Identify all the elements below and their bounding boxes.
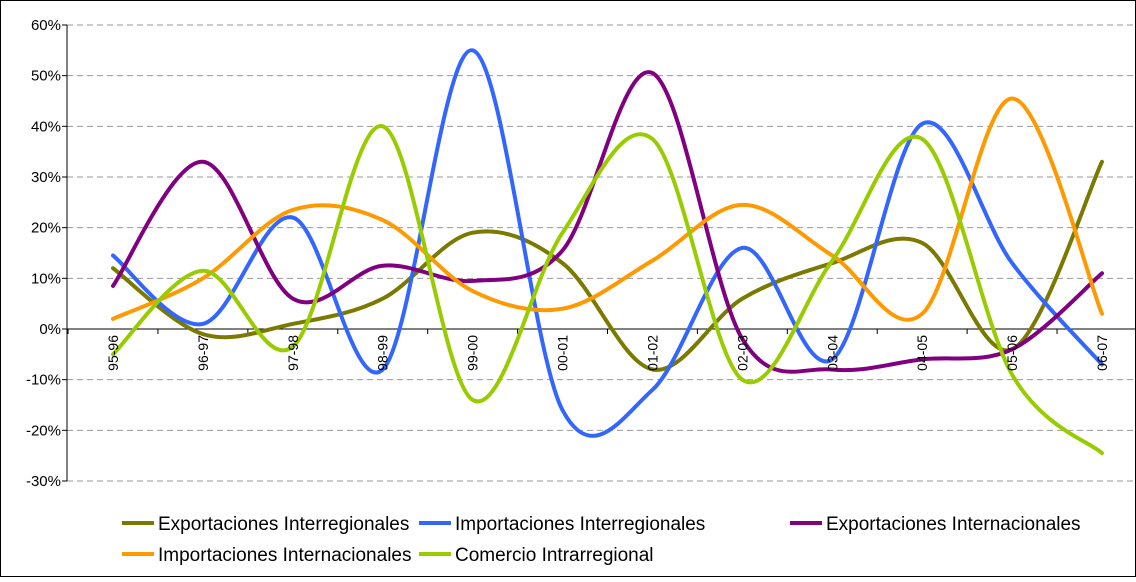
series-line-1: [111, 159, 1104, 372]
y-tick-label: 20%: [31, 220, 61, 237]
series-line-4: [111, 96, 1104, 322]
x-tick-label: 97-98: [285, 335, 301, 371]
series-lines: [111, 48, 1104, 456]
x-tick-label: 05-06: [1004, 335, 1020, 371]
legend-label: Exportaciones Internacionales: [826, 514, 1081, 535]
y-tick-label: 0%: [39, 321, 61, 338]
y-tick-label: 60%: [31, 17, 61, 34]
series-line-3: [111, 70, 1104, 374]
legend-label: Importaciones Interregionales: [455, 514, 705, 535]
gridlines: [67, 24, 1136, 482]
x-tick-label: 96-97: [195, 335, 211, 371]
y-tick-label: -30%: [26, 473, 61, 490]
x-tick-label: 06-07: [1094, 335, 1110, 371]
y-tick-label: 10%: [31, 270, 61, 287]
x-tick-label: 01-02: [644, 335, 660, 371]
legend-label: Comercio Intrarregional: [455, 545, 654, 566]
x-tick-label: 98-99: [375, 335, 391, 371]
x-tick-label: 03-04: [824, 335, 840, 371]
x-tick-label: 00-01: [555, 335, 571, 371]
x-tick-label: 02-03: [734, 335, 750, 371]
x-tick-labels: 95-96 96-97 97-98 98-99 99-00 00-01 01-02 02-03…: [105, 335, 1110, 371]
x-tick-label: 95-96: [105, 335, 121, 371]
axes: 60% 50% 40% 30% 20% 10% 0% -10% -20% -30%: [26, 17, 1136, 490]
y-tick-label: 30%: [31, 169, 61, 186]
y-tick-label: -10%: [26, 372, 61, 389]
legend-label: Importaciones Internacionales: [158, 545, 411, 566]
series-line-5: [111, 124, 1104, 456]
series-line-2: [111, 48, 1104, 438]
x-tick-label: 99-00: [465, 335, 481, 371]
y-tick-label: 50%: [31, 68, 61, 85]
y-tick-label: 40%: [31, 118, 61, 135]
legend: Exportaciones Interregionales Importacion…: [122, 514, 1081, 566]
legend-label: Exportaciones Interregionales: [158, 514, 409, 535]
y-tick-label: -20%: [26, 422, 61, 439]
x-tick-label: 04-05: [914, 335, 930, 371]
